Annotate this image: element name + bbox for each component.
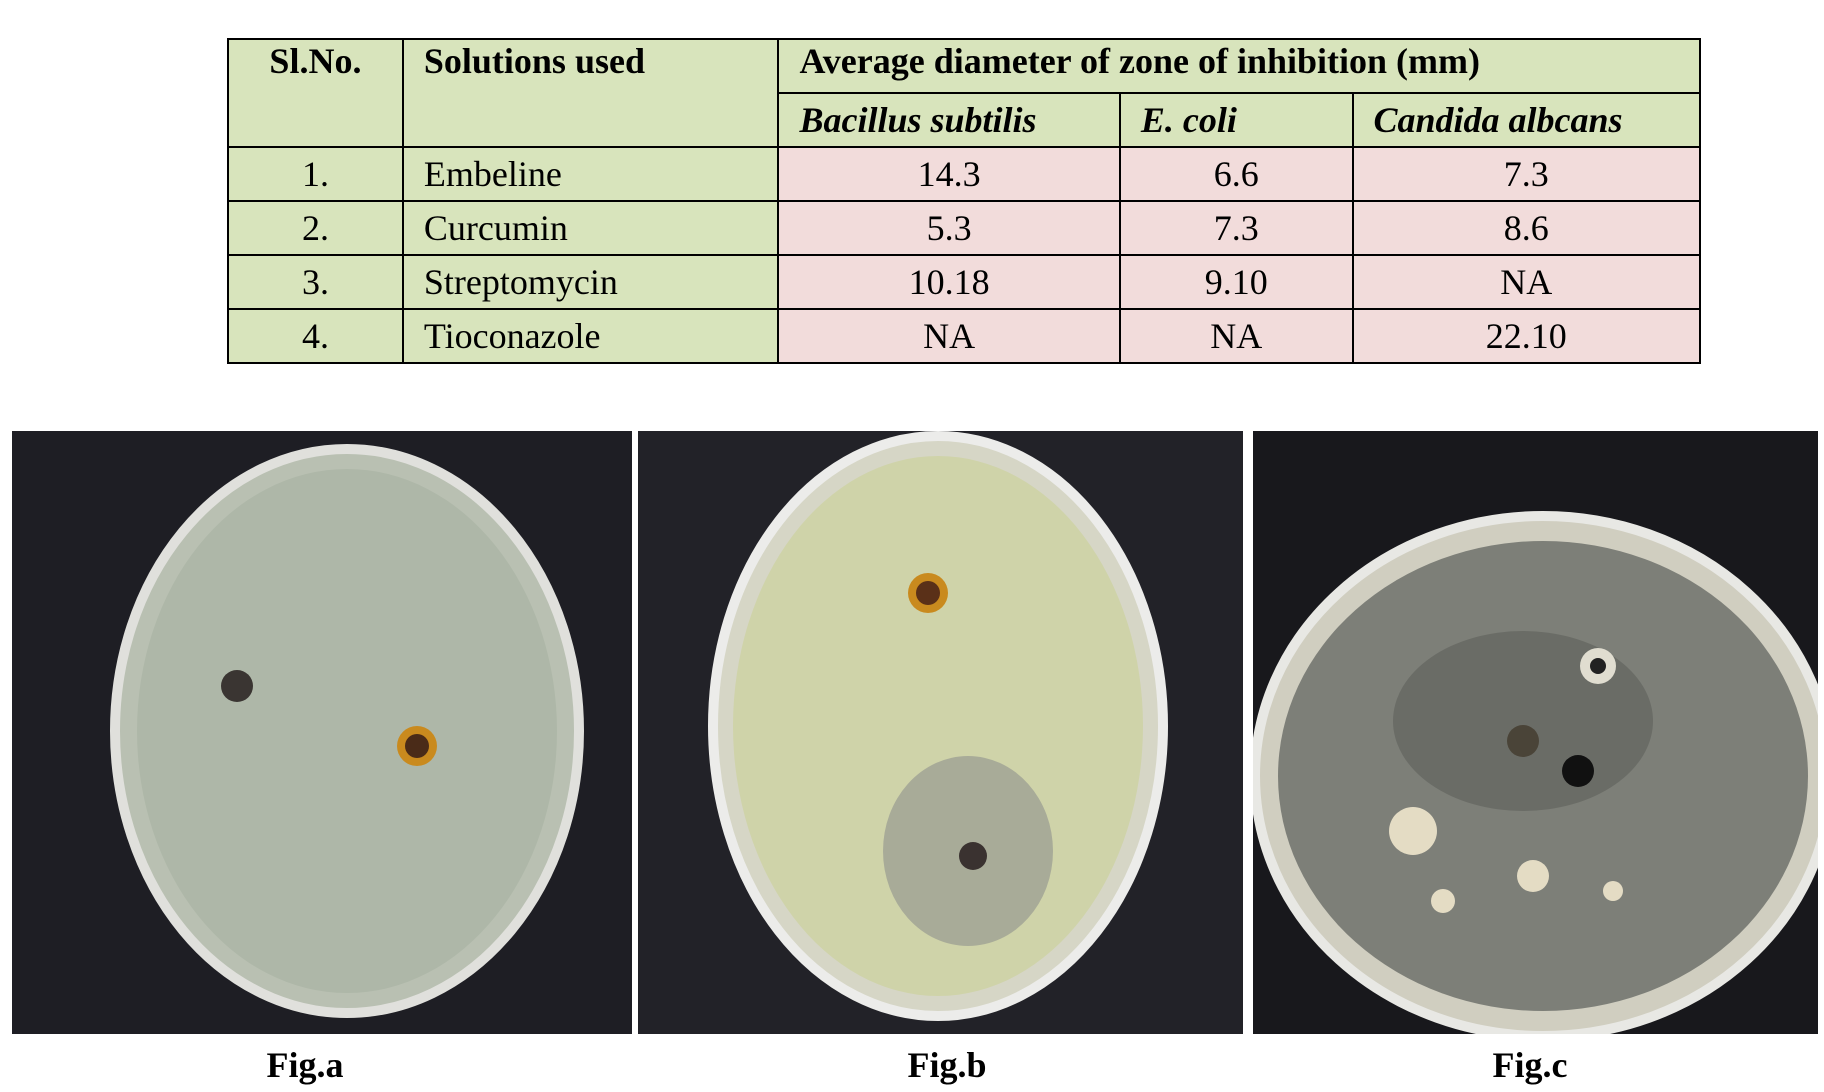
value-cell: NA [1118, 308, 1354, 364]
value-cell: 14.3 [777, 146, 1121, 202]
table-row: 3. Streptomycin 10.18 9.10 NA [227, 254, 1702, 310]
solution-cell: Embeline [401, 146, 780, 202]
value-cell: NA [777, 308, 1121, 364]
value-cell: 6.6 [1118, 146, 1354, 202]
header-cell: Solutions used [401, 38, 780, 148]
subheader-cell: Candida albcans [1351, 92, 1702, 148]
figure-caption: Fig.a [266, 1045, 344, 1085]
results-table: Sl.No. Solutions used Average diameter o… [227, 38, 1702, 364]
solution-cell: Streptomycin [401, 254, 780, 310]
header-cell: Sl.No. [227, 38, 404, 148]
table-row: 4. Tioconazole NA NA 22.10 [227, 308, 1702, 364]
serial-cell: 4. [227, 308, 404, 364]
table-body: 1. Embeline 14.3 6.6 7.3 2. Curcumin 5.3 7.3 8.6 3… [227, 146, 1702, 364]
serial-cell: 2. [227, 200, 404, 256]
value-cell: 8.6 [1351, 200, 1702, 256]
subheader-cell: E. coli [1118, 92, 1354, 148]
value-cell: 22.10 [1351, 308, 1702, 364]
photo-c [1253, 431, 1818, 1034]
serial-cell: 3. [227, 254, 404, 310]
value-cell: 10.18 [777, 254, 1121, 310]
photo-b [638, 431, 1243, 1034]
figure-caption: Fig.c [1492, 1045, 1568, 1085]
value-cell: 7.3 [1118, 200, 1354, 256]
header-cell: Average diameter of zone of inhibition (… [777, 38, 1701, 94]
solution-cell: Curcumin [401, 200, 780, 256]
photo-a [12, 431, 632, 1034]
figure-caption: Fig.b [907, 1045, 987, 1085]
value-cell: NA [1351, 254, 1702, 310]
value-cell: 9.10 [1118, 254, 1354, 310]
subheader-cell: Bacillus subtilis [777, 92, 1121, 148]
table-row: 1. Embeline 14.3 6.6 7.3 [227, 146, 1702, 202]
value-cell: 7.3 [1351, 146, 1702, 202]
value-cell: 5.3 [777, 200, 1121, 256]
table-row: 2. Curcumin 5.3 7.3 8.6 [227, 200, 1702, 256]
serial-cell: 1. [227, 146, 404, 202]
solution-cell: Tioconazole [401, 308, 780, 364]
